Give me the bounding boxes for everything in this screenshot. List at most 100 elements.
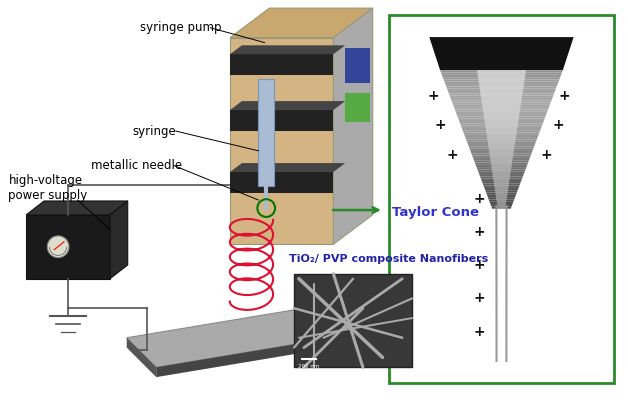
Polygon shape [495,188,508,190]
Polygon shape [490,202,513,204]
Polygon shape [110,201,127,279]
Polygon shape [492,174,511,176]
Polygon shape [472,156,531,158]
Text: +: + [541,148,553,162]
Text: high-voltage
power supply: high-voltage power supply [8,174,88,202]
Polygon shape [487,195,516,197]
Polygon shape [497,202,506,204]
Polygon shape [452,100,551,102]
Bar [26,215,110,279]
Bar [345,93,370,122]
Polygon shape [333,8,373,244]
Polygon shape [430,37,573,70]
Polygon shape [483,183,521,186]
Polygon shape [497,204,506,206]
Polygon shape [452,102,551,105]
Polygon shape [127,303,363,367]
Polygon shape [489,200,514,202]
Text: +: + [435,118,447,132]
Polygon shape [487,140,516,142]
Polygon shape [482,107,521,110]
Polygon shape [462,128,541,130]
Text: +: + [559,89,570,103]
Polygon shape [488,144,515,146]
Polygon shape [480,93,522,96]
Bar [230,172,333,193]
Polygon shape [495,195,507,197]
Polygon shape [457,114,546,116]
Polygon shape [485,128,517,130]
Polygon shape [478,77,525,80]
Polygon shape [484,186,519,188]
Polygon shape [472,153,531,156]
Polygon shape [463,130,540,132]
Polygon shape [495,190,508,192]
Text: 200 nm: 200 nm [298,364,320,369]
Polygon shape [468,144,535,146]
Text: +: + [473,291,485,305]
Polygon shape [448,91,555,93]
Polygon shape [445,84,558,86]
Polygon shape [479,86,524,89]
Polygon shape [480,91,523,93]
Text: syringe: syringe [133,125,176,138]
Bar [230,110,333,131]
Polygon shape [489,146,514,149]
Polygon shape [488,142,515,144]
Polygon shape [491,162,512,165]
Polygon shape [481,179,522,181]
Polygon shape [488,197,515,200]
Polygon shape [475,162,528,165]
Polygon shape [496,197,507,200]
Text: +: + [446,148,458,162]
Polygon shape [479,80,524,82]
Polygon shape [127,338,156,377]
Text: +: + [473,258,485,272]
Polygon shape [230,101,345,110]
Polygon shape [479,174,524,176]
Polygon shape [479,82,524,84]
Polygon shape [443,77,560,80]
Polygon shape [485,121,518,123]
Polygon shape [477,72,526,75]
Polygon shape [486,130,517,132]
Polygon shape [484,116,519,119]
Polygon shape [230,163,345,172]
Polygon shape [479,84,524,86]
Polygon shape [492,170,511,172]
Polygon shape [492,167,511,170]
Polygon shape [230,45,345,54]
Polygon shape [486,132,517,135]
Circle shape [47,236,69,258]
Polygon shape [475,165,528,167]
Polygon shape [489,151,514,153]
Polygon shape [450,96,553,98]
Polygon shape [447,86,557,89]
Polygon shape [491,165,512,167]
Polygon shape [230,38,333,244]
Polygon shape [26,201,127,215]
Polygon shape [481,96,522,98]
Polygon shape [456,112,547,114]
Polygon shape [484,188,519,190]
Polygon shape [459,121,544,123]
Polygon shape [455,110,548,112]
Polygon shape [465,137,538,140]
Text: +: + [473,324,485,338]
Bar [258,79,274,186]
Polygon shape [490,204,512,206]
Polygon shape [466,140,537,142]
Polygon shape [463,132,539,135]
Polygon shape [494,181,509,183]
Polygon shape [467,142,536,144]
Polygon shape [485,126,517,128]
Text: +: + [473,192,485,206]
Polygon shape [487,137,516,140]
Bar [294,274,412,367]
Text: +: + [473,225,485,239]
Polygon shape [457,116,546,119]
Polygon shape [480,176,523,179]
Polygon shape [443,80,560,82]
Polygon shape [477,70,526,72]
Polygon shape [470,151,533,153]
